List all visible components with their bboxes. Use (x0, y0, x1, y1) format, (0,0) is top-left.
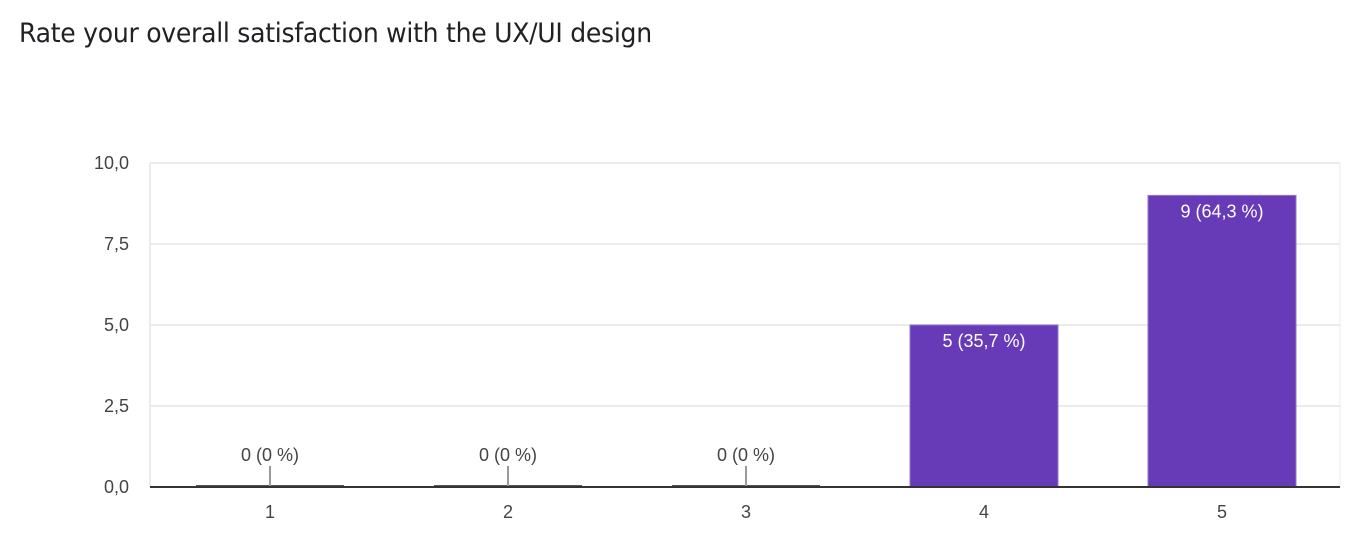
bar-data-label: 0 (0 %) (717, 445, 775, 465)
y-tick-label: 10,0 (94, 153, 129, 173)
bar-3: 0 (0 %) (672, 445, 820, 487)
bar[interactable] (1147, 194, 1297, 488)
bar-data-label: 0 (0 %) (479, 445, 537, 465)
bar-data-label: 9 (64,3 %) (1180, 201, 1263, 221)
y-tick-label: 0,0 (104, 477, 129, 497)
x-axis-labels: 1 2 3 4 5 (150, 486, 1340, 522)
bar-4[interactable]: 5 (35,7 %) (909, 324, 1059, 488)
bars: 0 (0 %) 0 (0 %) 0 (0 %) 5 (35,7 %) 9 (64,3 %… (196, 194, 1297, 488)
y-axis-labels: 0,0 2,5 5,0 7,5 10,0 (94, 153, 129, 497)
x-tick-label: 3 (741, 502, 751, 522)
y-tick-label: 7,5 (104, 234, 129, 254)
bar[interactable] (909, 324, 1059, 488)
y-tick-label: 2,5 (104, 396, 129, 416)
x-tick-label: 5 (1217, 502, 1227, 522)
chart-title: Rate your overall satisfaction with the … (19, 18, 652, 49)
bar-2: 0 (0 %) (434, 445, 582, 487)
x-tick-label: 1 (265, 502, 275, 522)
x-tick-label: 4 (979, 502, 989, 522)
bar-5[interactable]: 9 (64,3 %) (1147, 194, 1297, 488)
bar-data-label: 0 (0 %) (241, 445, 299, 465)
bar-data-label: 5 (35,7 %) (942, 331, 1025, 351)
x-tick-label: 2 (503, 502, 513, 522)
y-tick-label: 5,0 (104, 315, 129, 335)
gridlines (149, 162, 1341, 487)
bar-1: 0 (0 %) (196, 445, 344, 487)
